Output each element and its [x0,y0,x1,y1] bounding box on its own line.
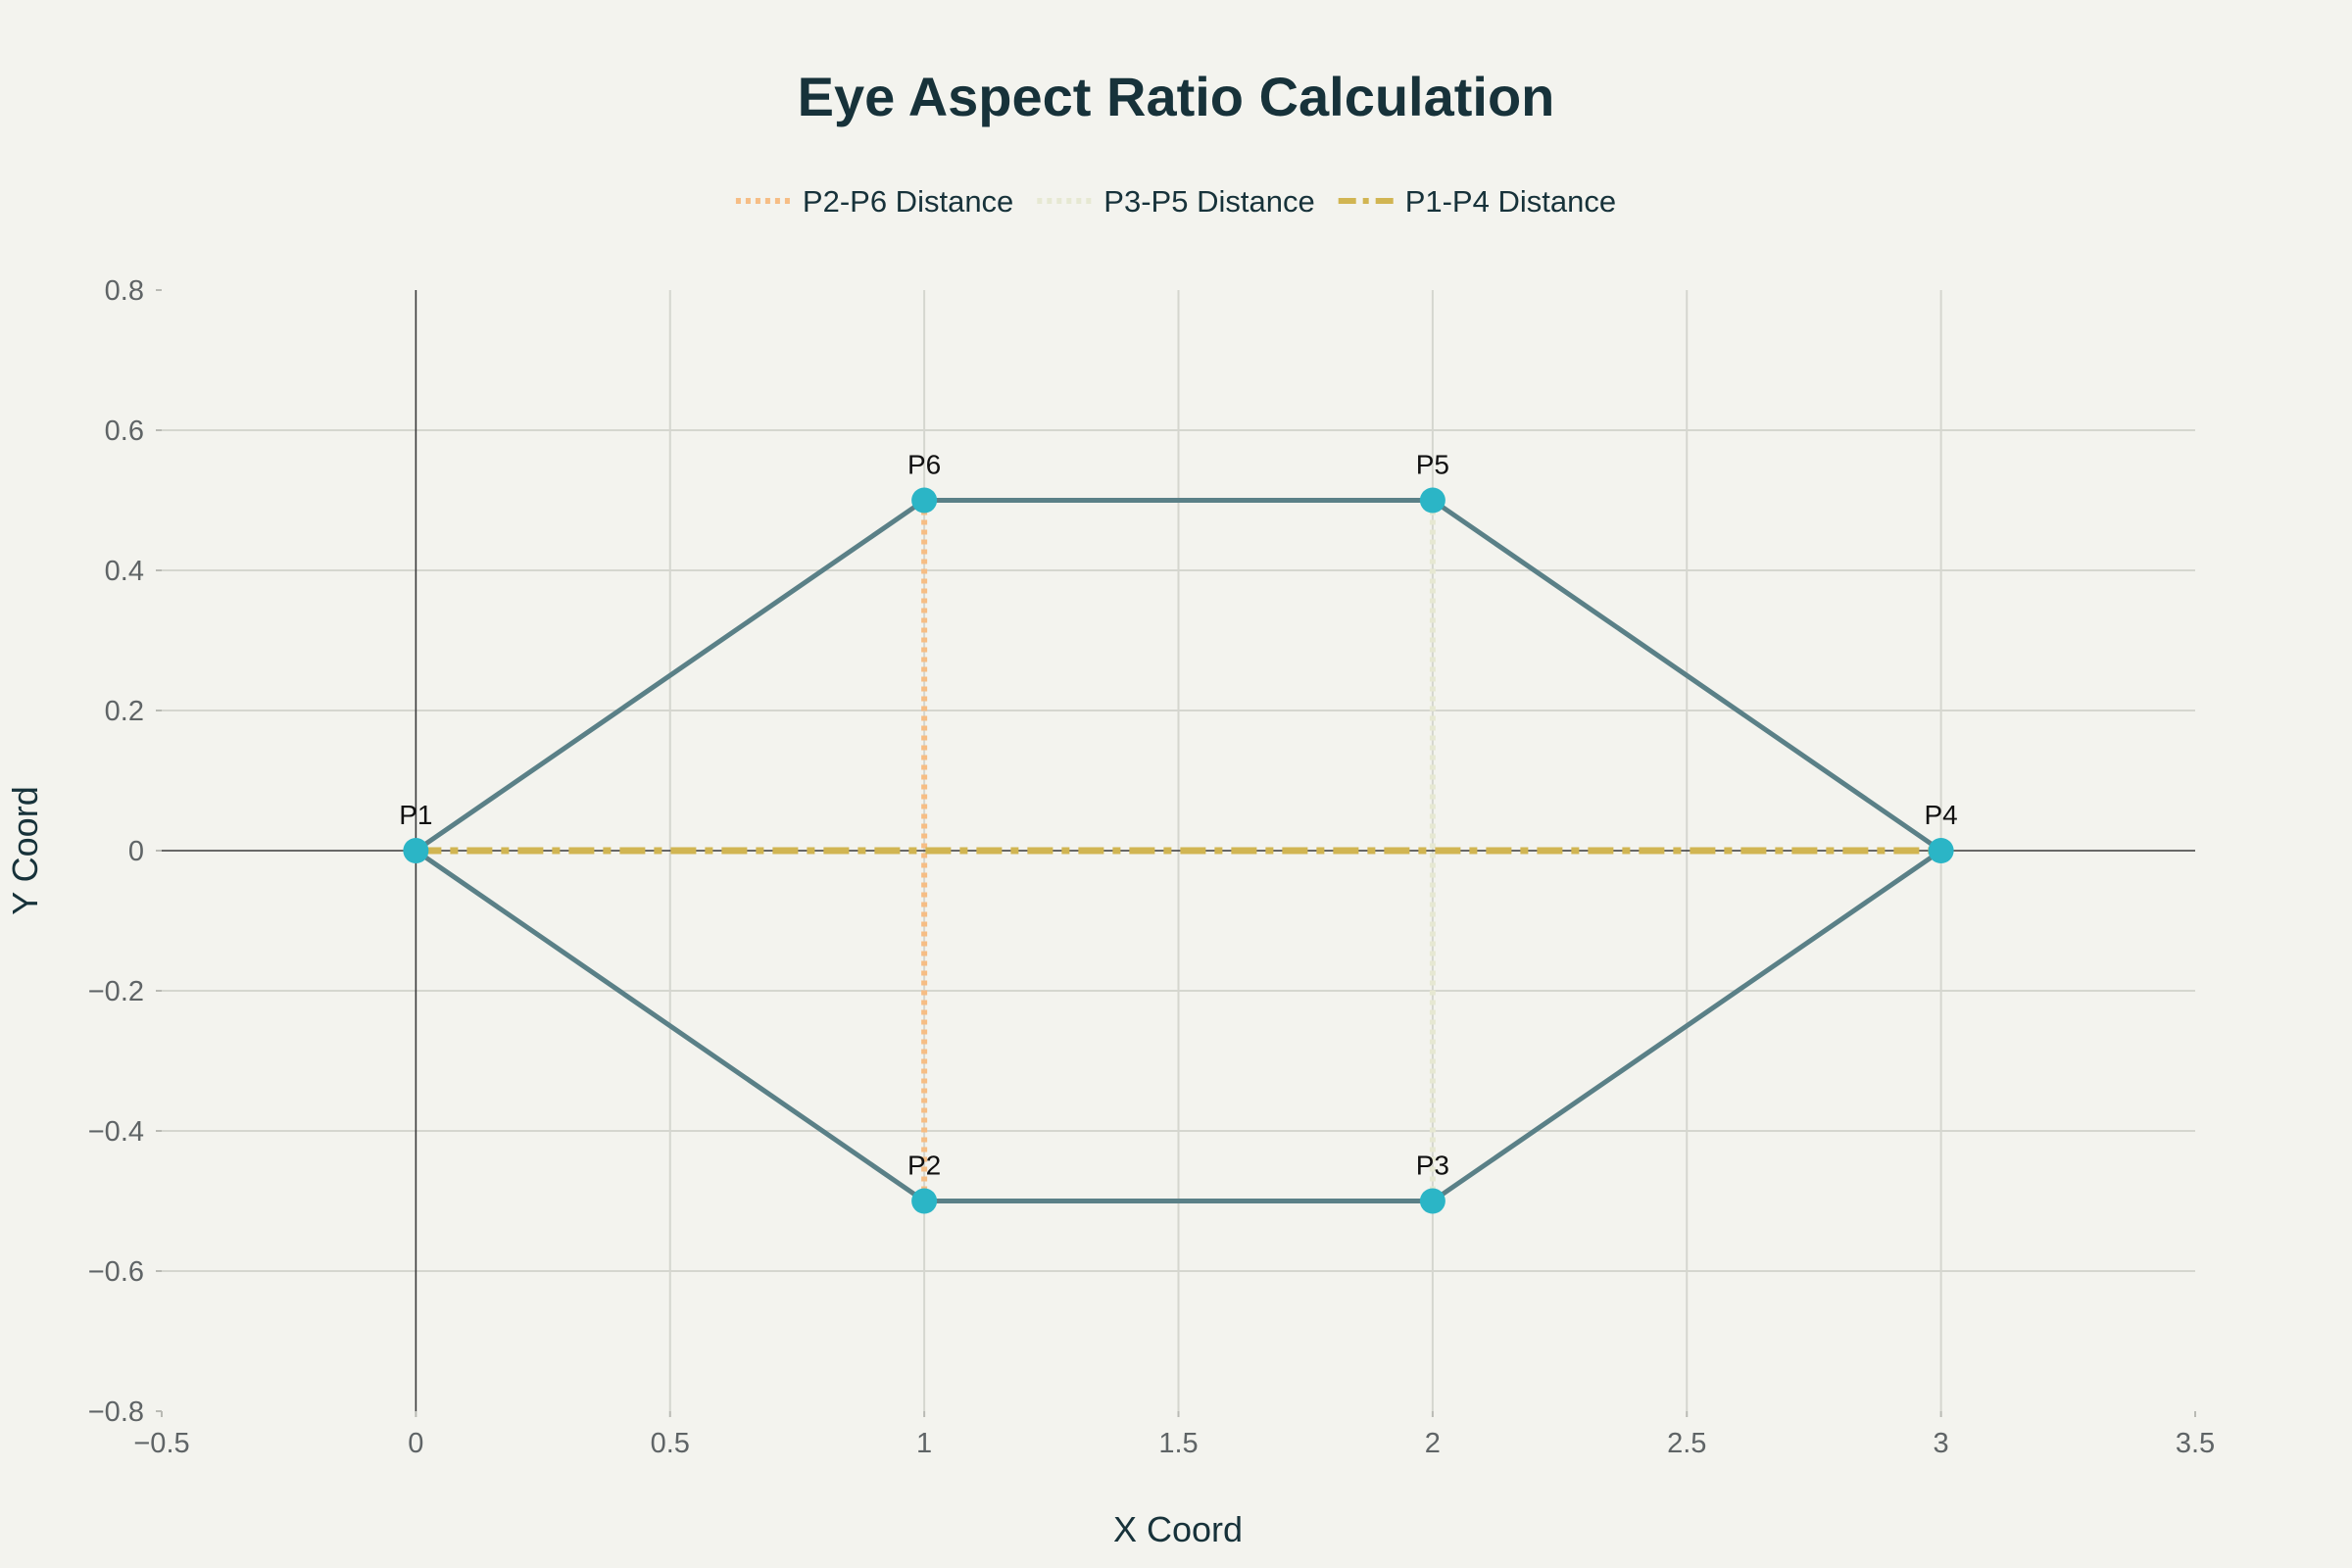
legend-label: P1-P4 Distance [1405,184,1616,219]
y-tick-label: 0.2 [105,696,144,727]
x-tick-label: 0 [408,1428,423,1459]
landmark-label-p1: P1 [399,800,432,830]
landmark-p2 [911,1188,938,1214]
landmark-label-p3: P3 [1416,1151,1449,1181]
x-tick-label: 3.5 [2176,1428,2215,1459]
x-tick-label: 1 [916,1428,932,1459]
x-tick-label: 2.5 [1667,1428,1706,1459]
landmark-label-p5: P5 [1416,450,1449,480]
legend-item[interactable]: P3-P5 Distance [1037,184,1315,219]
x-tick-label: 1.5 [1158,1428,1198,1459]
legend-label: P2-P6 Distance [803,184,1013,219]
landmark-label-p2: P2 [907,1151,941,1181]
chart-legend: P2-P6 Distance P3-P5 Distance P1-P4 Distan… [735,184,1616,219]
x-tick-label: 3 [1934,1428,1949,1459]
x-tick-label: 0.5 [651,1428,690,1459]
y-tick-label: −0.2 [88,976,144,1007]
y-tick-label: 0 [128,836,144,867]
y-tick-label: 0.6 [105,416,144,447]
y-tick-label: −0.6 [88,1256,144,1288]
eye-landmarks: P1 P2 P3 P4 P5 P6 [399,450,1958,1214]
landmark-p4 [1928,838,1954,863]
legend-label: P3-P5 Distance [1103,184,1314,219]
x-axis-title: X Coord [1113,1509,1243,1549]
landmark-p5 [1419,487,1446,514]
x-tick-label: 2 [1425,1428,1441,1459]
chart-title: Eye Aspect Ratio Calculation [798,66,1555,127]
landmark-p6 [911,487,938,514]
landmark-label-p4: P4 [1925,800,1958,830]
y-axis-ticks: −0.8 −0.6 −0.4 −0.2 0 0.2 0.4 0.6 0.8 [88,275,162,1428]
legend-item[interactable]: P1-P4 Distance [1338,184,1616,219]
y-axis-title: Y Coord [5,786,45,914]
landmark-p1 [403,838,429,863]
landmark-p3 [1419,1188,1446,1214]
landmark-label-p6: P6 [907,450,941,480]
y-tick-label: −0.8 [88,1396,144,1428]
y-tick-label: 0.4 [105,556,144,587]
y-tick-label: −0.4 [88,1116,144,1148]
x-tick-label: −0.5 [133,1428,189,1459]
legend-item[interactable]: P2-P6 Distance [735,184,1013,219]
y-tick-label: 0.8 [105,275,144,307]
x-axis-ticks: −0.5 0 0.5 1 1.5 2 2.5 3 3.5 [133,1411,2215,1459]
